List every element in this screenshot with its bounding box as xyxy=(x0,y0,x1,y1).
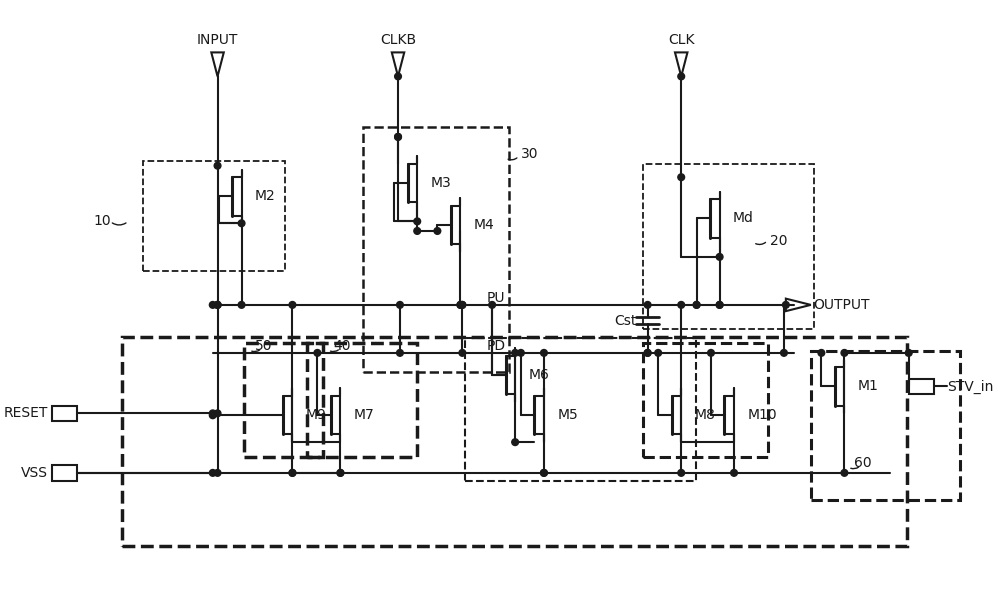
Text: PD: PD xyxy=(486,339,506,353)
Circle shape xyxy=(214,469,221,476)
Circle shape xyxy=(678,73,685,80)
Text: Md: Md xyxy=(733,211,754,225)
Circle shape xyxy=(397,350,403,356)
Circle shape xyxy=(541,350,547,356)
Circle shape xyxy=(512,350,519,356)
Circle shape xyxy=(214,410,221,417)
Circle shape xyxy=(459,301,466,308)
Text: OUTPUT: OUTPUT xyxy=(813,298,870,312)
Circle shape xyxy=(678,469,685,476)
Circle shape xyxy=(541,469,547,476)
Circle shape xyxy=(693,301,700,308)
Text: M7: M7 xyxy=(354,408,375,422)
Bar xyxy=(143,161,285,271)
Text: M5: M5 xyxy=(557,408,578,422)
Circle shape xyxy=(716,254,723,260)
Text: M2: M2 xyxy=(255,190,276,204)
Circle shape xyxy=(782,301,789,308)
Circle shape xyxy=(841,469,848,476)
Circle shape xyxy=(708,350,714,356)
Circle shape xyxy=(209,410,216,417)
Circle shape xyxy=(395,73,401,80)
Text: 30: 30 xyxy=(521,147,538,161)
Bar xyxy=(52,406,77,421)
Text: INPUT: INPUT xyxy=(197,33,238,47)
Bar xyxy=(363,127,509,372)
Circle shape xyxy=(731,469,737,476)
Text: M3: M3 xyxy=(431,176,451,190)
Circle shape xyxy=(644,350,651,356)
Text: M9: M9 xyxy=(306,408,327,422)
Text: M1: M1 xyxy=(858,379,879,393)
Text: M6: M6 xyxy=(529,368,549,382)
Circle shape xyxy=(434,228,441,234)
Circle shape xyxy=(209,412,216,419)
Text: VSS: VSS xyxy=(21,466,48,480)
Circle shape xyxy=(337,469,344,476)
Text: 20: 20 xyxy=(770,234,787,248)
Circle shape xyxy=(716,301,723,308)
Text: CLKB: CLKB xyxy=(380,33,416,47)
Text: STV_in: STV_in xyxy=(947,379,994,394)
Text: PU: PU xyxy=(487,291,505,305)
Circle shape xyxy=(644,350,651,356)
Circle shape xyxy=(781,350,787,356)
Bar xyxy=(465,338,696,481)
Text: M10: M10 xyxy=(747,408,777,422)
Text: 60: 60 xyxy=(854,456,871,471)
Circle shape xyxy=(489,301,495,308)
Circle shape xyxy=(518,350,524,356)
Text: M8: M8 xyxy=(695,408,716,422)
Text: 50: 50 xyxy=(255,339,272,353)
Circle shape xyxy=(209,469,216,476)
Bar xyxy=(643,343,768,457)
Bar xyxy=(122,336,907,546)
Bar xyxy=(909,379,934,394)
Bar xyxy=(52,465,77,481)
Circle shape xyxy=(457,301,464,308)
Text: 10: 10 xyxy=(94,214,111,228)
Circle shape xyxy=(655,350,662,356)
Text: 40: 40 xyxy=(334,339,351,353)
Circle shape xyxy=(414,218,421,225)
Circle shape xyxy=(905,350,912,356)
Circle shape xyxy=(214,162,221,169)
Bar xyxy=(643,164,814,329)
Circle shape xyxy=(214,301,221,308)
Circle shape xyxy=(678,301,685,308)
Circle shape xyxy=(841,350,848,356)
Circle shape xyxy=(512,439,519,446)
Text: CLK: CLK xyxy=(668,33,694,47)
Text: RESET: RESET xyxy=(3,406,48,420)
Circle shape xyxy=(716,301,723,308)
Bar xyxy=(307,343,417,457)
Circle shape xyxy=(459,350,466,356)
Circle shape xyxy=(395,133,401,140)
Circle shape xyxy=(337,469,344,476)
Circle shape xyxy=(289,469,296,476)
Circle shape xyxy=(644,301,651,308)
Circle shape xyxy=(238,301,245,308)
Circle shape xyxy=(457,301,464,308)
Circle shape xyxy=(209,301,216,308)
Circle shape xyxy=(314,350,321,356)
Circle shape xyxy=(414,228,421,234)
Circle shape xyxy=(289,469,296,476)
Circle shape xyxy=(395,133,401,140)
Bar xyxy=(811,351,960,500)
Circle shape xyxy=(693,301,700,308)
Text: M4: M4 xyxy=(474,218,495,232)
Bar xyxy=(244,343,323,457)
Circle shape xyxy=(397,301,403,308)
Circle shape xyxy=(214,301,221,308)
Text: Cst: Cst xyxy=(614,314,637,328)
Circle shape xyxy=(818,350,825,356)
Circle shape xyxy=(678,174,685,181)
Circle shape xyxy=(214,301,221,308)
Circle shape xyxy=(541,469,547,476)
Circle shape xyxy=(459,301,466,308)
Circle shape xyxy=(289,301,296,308)
Circle shape xyxy=(238,220,245,226)
